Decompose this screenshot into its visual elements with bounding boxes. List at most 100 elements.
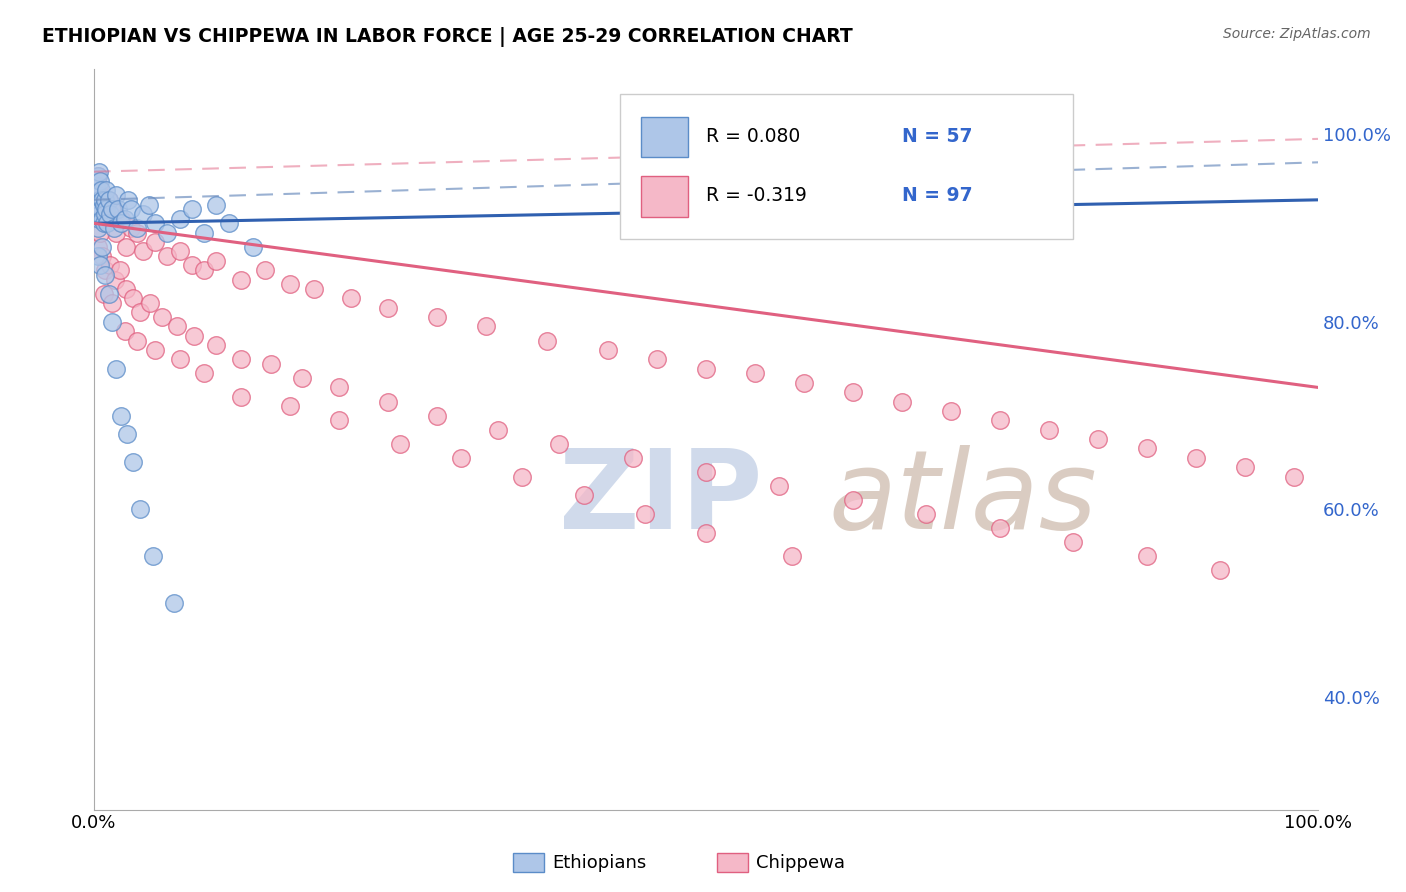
Point — [780, 549, 803, 564]
Point — [156, 226, 179, 240]
Point — [89, 197, 111, 211]
Point — [90, 184, 112, 198]
Point — [101, 296, 124, 310]
Point — [388, 436, 411, 450]
Point — [143, 343, 166, 357]
Point — [104, 361, 127, 376]
Point — [915, 507, 938, 521]
Point — [1136, 549, 1159, 564]
Point — [97, 193, 120, 207]
Point — [91, 249, 114, 263]
Point — [84, 202, 107, 217]
Point — [104, 188, 127, 202]
Point — [114, 240, 136, 254]
Point — [101, 202, 124, 217]
Point — [104, 272, 127, 286]
Point — [91, 240, 114, 254]
Point — [377, 301, 399, 315]
Point — [156, 249, 179, 263]
Point — [1184, 450, 1206, 465]
Point — [114, 211, 136, 226]
Point — [205, 253, 228, 268]
Point — [86, 188, 108, 202]
Point — [122, 455, 145, 469]
Text: Ethiopians: Ethiopians — [553, 854, 647, 871]
Point — [86, 221, 108, 235]
Point — [110, 409, 132, 423]
Point — [988, 413, 1011, 427]
Point — [101, 202, 124, 217]
Point — [87, 164, 110, 178]
Point — [474, 319, 496, 334]
Point — [97, 193, 120, 207]
Point — [328, 380, 350, 394]
Point — [183, 329, 205, 343]
Point — [87, 211, 110, 226]
Point — [122, 291, 145, 305]
Point — [94, 263, 117, 277]
Point — [90, 202, 112, 217]
Point — [695, 361, 717, 376]
Point — [91, 193, 114, 207]
Point — [143, 216, 166, 230]
Point — [260, 357, 283, 371]
Point — [89, 226, 111, 240]
Point — [377, 394, 399, 409]
Point — [169, 244, 191, 259]
Point — [93, 197, 115, 211]
Point — [110, 211, 132, 226]
Point — [125, 226, 148, 240]
Point — [162, 596, 184, 610]
Point — [598, 343, 620, 357]
Point — [1038, 423, 1060, 437]
Point — [328, 413, 350, 427]
Point — [139, 296, 162, 310]
Point — [97, 286, 120, 301]
Text: ZIP: ZIP — [560, 445, 762, 552]
Text: Chippewa: Chippewa — [756, 854, 845, 871]
Point — [142, 549, 165, 564]
Point — [793, 376, 815, 390]
Point — [340, 291, 363, 305]
Point — [93, 216, 115, 230]
Point — [205, 197, 228, 211]
Point — [94, 193, 117, 207]
Point — [193, 263, 215, 277]
Point — [645, 352, 668, 367]
Point — [486, 423, 509, 437]
Point — [114, 324, 136, 338]
Point — [939, 404, 962, 418]
Point — [1062, 535, 1084, 549]
Point — [96, 216, 118, 230]
Point — [129, 305, 152, 319]
Point — [91, 211, 114, 226]
Point — [107, 202, 129, 217]
Point — [90, 202, 112, 217]
Point — [536, 334, 558, 348]
Point — [278, 399, 301, 413]
Point — [254, 263, 277, 277]
Point — [94, 207, 117, 221]
Point — [512, 469, 534, 483]
Point — [278, 277, 301, 292]
Point — [426, 409, 449, 423]
Point — [89, 174, 111, 188]
Text: N = 57: N = 57 — [901, 128, 973, 146]
Point — [768, 479, 790, 493]
Point — [1136, 442, 1159, 456]
Point — [842, 493, 865, 508]
Point — [96, 184, 118, 198]
Point — [218, 216, 240, 230]
Point — [86, 169, 108, 184]
Text: R = 0.080: R = 0.080 — [706, 128, 800, 146]
Point — [132, 244, 155, 259]
Text: N = 97: N = 97 — [901, 186, 973, 205]
Point — [426, 310, 449, 324]
Point — [89, 207, 111, 221]
Point — [695, 525, 717, 540]
Point — [117, 193, 139, 207]
Point — [86, 202, 108, 217]
Point — [86, 249, 108, 263]
Point — [108, 263, 131, 277]
Point — [87, 178, 110, 193]
